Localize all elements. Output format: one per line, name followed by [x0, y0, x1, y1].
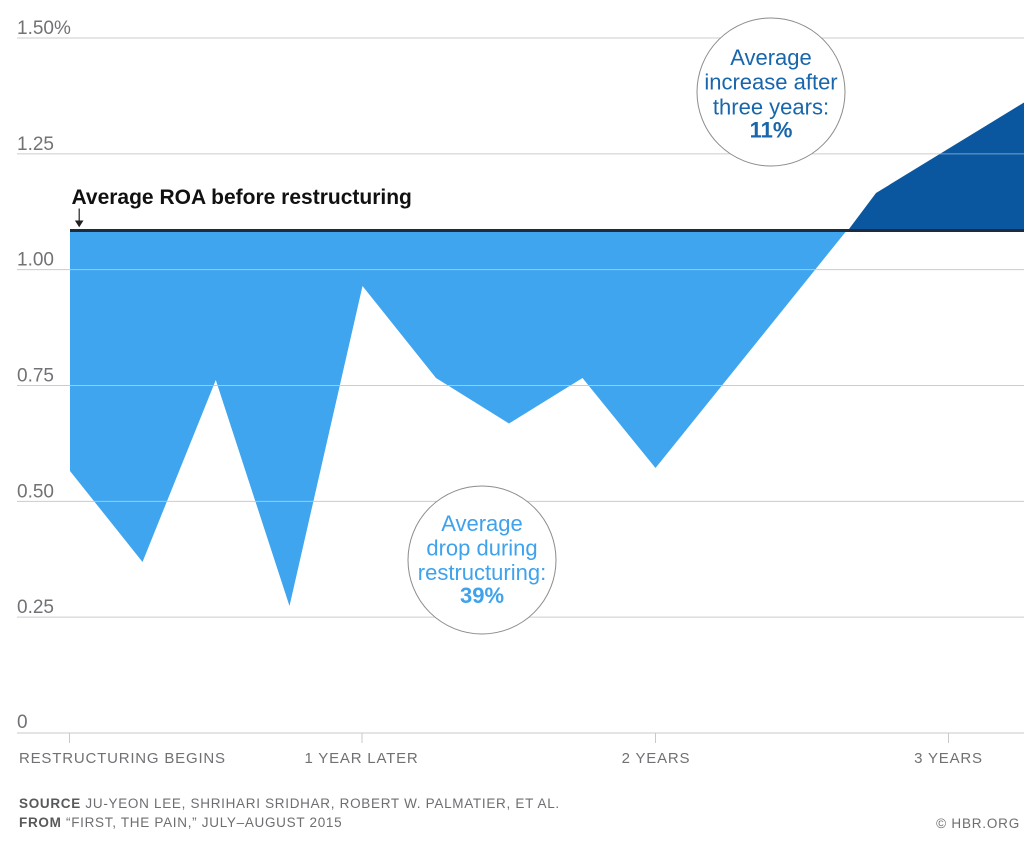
svg-text:three years:: three years:	[713, 95, 829, 120]
svg-text:FROM “FIRST, THE PAIN,” JULY: FROM “FIRST, THE PAIN,” JULY–AUGUST 2015	[19, 815, 342, 830]
svg-text:1.00: 1.00	[17, 250, 54, 271]
svg-text:1 YEAR LATER: 1 YEAR LATER	[304, 750, 418, 767]
svg-text:restructuring:: restructuring:	[418, 560, 546, 585]
svg-text:SOURCE JU-YEON LEE, SHRIHARI: SOURCE JU-YEON LEE, SHRIHARI SRIDHAR, RO…	[19, 796, 560, 811]
svg-text:0.25: 0.25	[17, 597, 54, 618]
svg-text:0.50: 0.50	[17, 481, 54, 502]
svg-text:11%: 11%	[750, 118, 793, 143]
svg-text:Average: Average	[441, 511, 523, 536]
svg-text:3 YEARS: 3 YEARS	[914, 750, 983, 767]
svg-text:drop during: drop during	[426, 536, 537, 561]
svg-text:increase after: increase after	[704, 70, 837, 95]
svg-text:2 YEARS: 2 YEARS	[622, 750, 691, 767]
svg-text:1.50%: 1.50%	[17, 18, 71, 39]
svg-text:1.25: 1.25	[17, 134, 54, 155]
svg-text:Average ROA before restructuri: Average ROA before restructuring	[72, 186, 412, 209]
svg-text:0.75: 0.75	[17, 366, 54, 387]
svg-text:39%: 39%	[460, 583, 504, 608]
svg-text:0: 0	[17, 712, 28, 733]
svg-text:Average: Average	[730, 45, 812, 70]
svg-text:© HBR.ORG: © HBR.ORG	[936, 816, 1020, 831]
svg-text:RESTRUCTURING BEGINS: RESTRUCTURING BEGINS	[19, 750, 226, 767]
